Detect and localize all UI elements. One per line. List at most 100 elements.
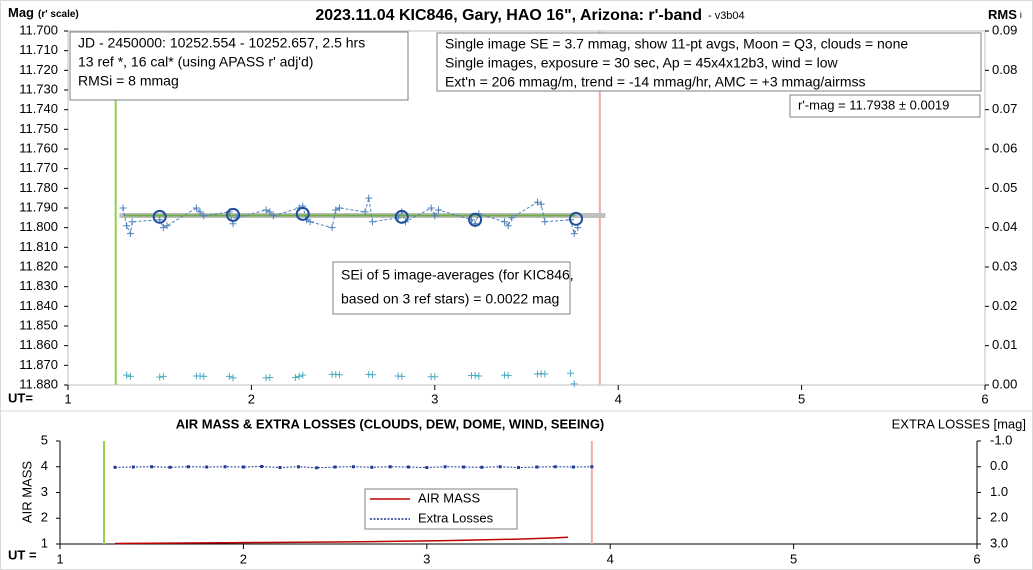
point bbox=[123, 222, 131, 230]
point bbox=[119, 204, 127, 212]
point bbox=[504, 222, 512, 230]
point bbox=[266, 374, 274, 382]
box-line: SEi of 5 image-averages (for KIC846, bbox=[341, 267, 574, 283]
point bbox=[368, 371, 376, 379]
chart-title: AIR MASS & EXTRA LOSSES (CLOUDS, DEW, DO… bbox=[176, 416, 605, 431]
y-tick-label: 11.800 bbox=[19, 219, 58, 234]
y-tick-label: 3 bbox=[41, 484, 48, 499]
y-tick-label: 2 bbox=[41, 510, 48, 525]
y-tick-label: 11.870 bbox=[19, 357, 58, 372]
box-frame bbox=[69, 31, 409, 101]
y-tick-label: 11.820 bbox=[19, 258, 58, 273]
y-tick-label: 11.750 bbox=[19, 121, 58, 136]
point bbox=[537, 200, 545, 208]
y-tick-label: 11.710 bbox=[19, 42, 58, 57]
point bbox=[262, 206, 270, 214]
y2-tick-label: 2.0 bbox=[990, 510, 1008, 525]
y-tick-label: 11.830 bbox=[19, 278, 58, 293]
y2-tick-label: -1.0 bbox=[990, 432, 1012, 447]
x-tick-label: 3 bbox=[423, 551, 430, 566]
box-line: Single image SE = 3.7 mmag, show 11-pt a… bbox=[445, 36, 908, 52]
y-label: Mag bbox=[8, 5, 34, 20]
subtitle-text: - v3b04 bbox=[708, 10, 745, 22]
point bbox=[431, 373, 439, 381]
point bbox=[291, 374, 299, 382]
point bbox=[431, 212, 439, 220]
y-tick-label: 4 bbox=[41, 458, 48, 473]
point bbox=[200, 372, 208, 380]
y2-tick-label: 0.07 bbox=[992, 101, 1017, 116]
point bbox=[126, 372, 134, 380]
point bbox=[398, 372, 406, 380]
average-point bbox=[226, 207, 241, 222]
box-frame bbox=[332, 261, 571, 315]
box-line: Single images, exposure = 30 sec, Ap = 4… bbox=[445, 55, 839, 71]
point bbox=[332, 206, 340, 214]
point bbox=[425, 466, 429, 470]
point bbox=[113, 465, 117, 469]
y2-axis-title: EXTRA LOSSES [mag] bbox=[892, 416, 1026, 431]
point bbox=[553, 465, 557, 469]
legend-label: AIR MASS bbox=[418, 490, 480, 505]
x-axis-title: UT = bbox=[8, 547, 37, 562]
point bbox=[192, 204, 200, 212]
point bbox=[406, 465, 410, 469]
text-box: Single image SE = 3.7 mmag, show 11-pt a… bbox=[436, 32, 982, 92]
y2-axis-title: RMS i bbox=[988, 7, 1022, 22]
point bbox=[328, 224, 336, 232]
y-tick-label: 11.860 bbox=[19, 337, 58, 352]
legend-frame bbox=[364, 488, 518, 530]
x-tick-label: 6 bbox=[981, 391, 988, 406]
point bbox=[351, 465, 355, 469]
box-line: JD - 2450000: 10252.554 - 10252.657, 2.5… bbox=[78, 35, 365, 51]
point bbox=[225, 372, 233, 380]
y2-tick-label: 0.05 bbox=[992, 180, 1017, 195]
y-tick-label: 11.770 bbox=[19, 160, 58, 175]
x-tick-label: 6 bbox=[973, 551, 980, 566]
y-tick-label: 11.880 bbox=[19, 376, 58, 391]
y2-tick-label: 0.06 bbox=[992, 140, 1017, 155]
x-tick-label: 2 bbox=[248, 391, 255, 406]
point bbox=[168, 465, 172, 469]
point bbox=[475, 372, 483, 380]
y-tick-label: 11.840 bbox=[19, 298, 58, 313]
point bbox=[296, 465, 300, 469]
series-line bbox=[122, 198, 579, 236]
point bbox=[333, 465, 337, 469]
y-tick-label: 11.720 bbox=[19, 62, 58, 77]
series bbox=[115, 536, 569, 545]
point bbox=[461, 465, 465, 469]
point bbox=[186, 465, 190, 469]
y2-label: RMS bbox=[988, 7, 1017, 22]
point bbox=[159, 224, 167, 232]
y-tick-label: 11.760 bbox=[19, 140, 58, 155]
point bbox=[541, 370, 549, 378]
point bbox=[535, 465, 539, 469]
mean-box: r'-mag = 11.7938 ± 0.0019 bbox=[789, 94, 981, 118]
point bbox=[443, 465, 447, 469]
point bbox=[517, 466, 520, 470]
mean-label: r'-mag = 11.7938 ± 0.0019 bbox=[798, 97, 949, 112]
point bbox=[200, 212, 208, 220]
legend-label: Extra Losses bbox=[418, 510, 494, 525]
box-line: Ext'n = 206 mmag/m, trend = -14 mmag/hr,… bbox=[445, 74, 866, 90]
average-point bbox=[152, 209, 167, 224]
y2-tick-label: 0.03 bbox=[992, 258, 1017, 273]
box-frame bbox=[436, 32, 982, 92]
y-tick-label: 11.730 bbox=[19, 81, 58, 96]
point bbox=[570, 230, 578, 238]
point bbox=[541, 218, 549, 226]
x-tick-label: 3 bbox=[431, 391, 438, 406]
point bbox=[223, 465, 227, 469]
y2-tick-label: 3.0 bbox=[990, 535, 1008, 550]
box-line: RMSi = 8 mmag bbox=[78, 73, 179, 89]
point bbox=[498, 465, 502, 469]
series-line bbox=[115, 536, 569, 545]
point bbox=[335, 204, 343, 212]
point bbox=[570, 380, 578, 388]
point bbox=[269, 212, 277, 220]
y2-label-note: i bbox=[1020, 10, 1022, 20]
y2-tick-label: 0.00 bbox=[992, 376, 1017, 391]
point bbox=[368, 218, 376, 226]
point bbox=[590, 465, 594, 469]
